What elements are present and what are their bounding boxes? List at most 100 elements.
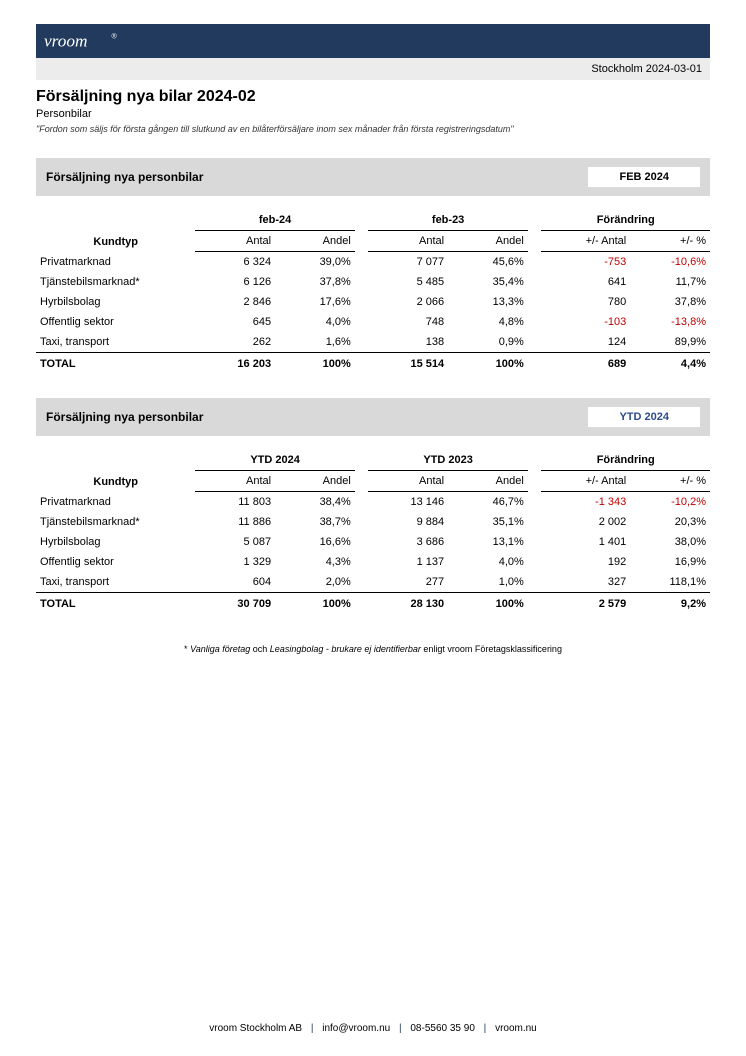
- row-label: Privatmarknad: [36, 492, 195, 513]
- cell-antal-b: 1 137: [368, 552, 448, 572]
- table-row: Offentlig sektor6454,0%7484,8%-103-13,8%: [36, 312, 710, 332]
- total-delta-p: 4,4%: [630, 353, 710, 375]
- cell-delta-p: -10,6%: [630, 252, 710, 273]
- total-delta-n: 689: [541, 353, 630, 375]
- cell-andel-b: 45,6%: [448, 252, 528, 273]
- col-pm-pct: +/- %: [630, 231, 710, 252]
- footer-site: vroom.nu: [495, 1023, 537, 1034]
- cell-andel-b: 35,4%: [448, 272, 528, 292]
- footer-email: info@vroom.nu: [322, 1023, 390, 1034]
- cell-andel-b: 4,8%: [448, 312, 528, 332]
- table-row-total: TOTAL16 203100%15 514100%6894,4%: [36, 353, 710, 375]
- col-antal: Antal: [195, 471, 275, 492]
- cell-delta-n: -753: [541, 252, 630, 273]
- cell-andel-a: 16,6%: [275, 532, 355, 552]
- total-antal-a: 30 709: [195, 593, 275, 615]
- table-row-total: TOTAL30 709100%28 130100%2 5799,2%: [36, 593, 710, 615]
- col-kundtyp: Kundtyp: [36, 210, 195, 252]
- cell-andel-a: 1,6%: [275, 332, 355, 353]
- logo-icon: vroom ®: [44, 29, 154, 53]
- cell-delta-n: 192: [541, 552, 630, 572]
- cell-antal-b: 138: [368, 332, 448, 353]
- cell-antal-b: 13 146: [368, 492, 448, 513]
- cell-antal-b: 748: [368, 312, 448, 332]
- col-period-b: feb-23: [368, 210, 527, 231]
- cell-delta-n: 641: [541, 272, 630, 292]
- col-period-a: YTD 2024: [195, 450, 354, 471]
- total-delta-n: 2 579: [541, 593, 630, 615]
- total-antal-b: 28 130: [368, 593, 448, 615]
- col-antal: Antal: [195, 231, 275, 252]
- cell-antal-a: 5 087: [195, 532, 275, 552]
- cell-andel-b: 1,0%: [448, 572, 528, 593]
- cell-delta-p: 38,0%: [630, 532, 710, 552]
- cell-andel-a: 37,8%: [275, 272, 355, 292]
- cell-andel-b: 35,1%: [448, 512, 528, 532]
- page-footer: vroom Stockholm AB | info@vroom.nu | 08-…: [0, 1023, 746, 1034]
- cell-delta-n: -103: [541, 312, 630, 332]
- cell-delta-p: -13,8%: [630, 312, 710, 332]
- cell-andel-a: 4,3%: [275, 552, 355, 572]
- section-header-ytd: Försäljning nya personbilar YTD 2024: [36, 398, 710, 436]
- table-row: Privatmarknad11 80338,4%13 14646,7%-1 34…: [36, 492, 710, 513]
- cell-delta-p: 37,8%: [630, 292, 710, 312]
- total-andel-b: 100%: [448, 353, 528, 375]
- cell-andel-b: 46,7%: [448, 492, 528, 513]
- total-antal-a: 16 203: [195, 353, 275, 375]
- row-label: Taxi, transport: [36, 332, 195, 353]
- cell-andel-b: 4,0%: [448, 552, 528, 572]
- cell-delta-n: 327: [541, 572, 630, 593]
- row-label: Privatmarknad: [36, 252, 195, 273]
- footnote: * Vanliga företag och Leasingbolag - bru…: [36, 644, 710, 654]
- period-badge-month: FEB 2024: [588, 167, 700, 187]
- cell-antal-b: 277: [368, 572, 448, 593]
- cell-antal-b: 7 077: [368, 252, 448, 273]
- col-change: Förändring: [541, 210, 710, 231]
- row-label: Taxi, transport: [36, 572, 195, 593]
- cell-andel-a: 39,0%: [275, 252, 355, 273]
- total-andel-a: 100%: [275, 593, 355, 615]
- cell-delta-n: 780: [541, 292, 630, 312]
- cell-andel-a: 4,0%: [275, 312, 355, 332]
- cell-delta-n: 1 401: [541, 532, 630, 552]
- table-row: Taxi, transport6042,0%2771,0%327118,1%: [36, 572, 710, 593]
- col-andel: Andel: [448, 471, 528, 492]
- table-row: Tjänstebilsmarknad*6 12637,8%5 48535,4%6…: [36, 272, 710, 292]
- total-label: TOTAL: [36, 593, 195, 615]
- svg-text:®: ®: [112, 33, 118, 41]
- cell-andel-b: 13,1%: [448, 532, 528, 552]
- col-andel: Andel: [275, 471, 355, 492]
- col-andel: Andel: [275, 231, 355, 252]
- meta-bar: Stockholm 2024-03-01: [36, 58, 710, 80]
- cell-delta-p: 11,7%: [630, 272, 710, 292]
- col-pm-pct: +/- %: [630, 471, 710, 492]
- cell-andel-a: 38,4%: [275, 492, 355, 513]
- title-block: Försäljning nya bilar 2024-02 Personbila…: [36, 88, 710, 134]
- table-month: Kundtyp feb-24 feb-23 Förändring Antal A…: [36, 210, 710, 374]
- col-andel: Andel: [448, 231, 528, 252]
- page-subtitle: Personbilar: [36, 108, 710, 120]
- table-row: Taxi, transport2621,6%1380,9%12489,9%: [36, 332, 710, 353]
- total-delta-p: 9,2%: [630, 593, 710, 615]
- col-pm-antal: +/- Antal: [541, 231, 630, 252]
- table-ytd: Kundtyp YTD 2024 YTD 2023 Förändring Ant…: [36, 450, 710, 614]
- page-title: Försäljning nya bilar 2024-02: [36, 88, 710, 106]
- row-label: Hyrbilsbolag: [36, 532, 195, 552]
- cell-antal-b: 5 485: [368, 272, 448, 292]
- cell-andel-a: 38,7%: [275, 512, 355, 532]
- cell-andel-a: 2,0%: [275, 572, 355, 593]
- row-label: Offentlig sektor: [36, 312, 195, 332]
- col-period-b: YTD 2023: [368, 450, 527, 471]
- section-header-month: Försäljning nya personbilar FEB 2024: [36, 158, 710, 196]
- cell-delta-n: -1 343: [541, 492, 630, 513]
- table-row: Hyrbilsbolag2 84617,6%2 06613,3%78037,8%: [36, 292, 710, 312]
- col-kundtyp: Kundtyp: [36, 450, 195, 492]
- section-label: Försäljning nya personbilar: [46, 170, 203, 184]
- cell-andel-a: 17,6%: [275, 292, 355, 312]
- section-label: Försäljning nya personbilar: [46, 410, 203, 424]
- footer-phone: 08-5560 35 90: [410, 1023, 475, 1034]
- col-antal: Antal: [368, 471, 448, 492]
- total-antal-b: 15 514: [368, 353, 448, 375]
- cell-delta-p: 118,1%: [630, 572, 710, 593]
- cell-andel-b: 13,3%: [448, 292, 528, 312]
